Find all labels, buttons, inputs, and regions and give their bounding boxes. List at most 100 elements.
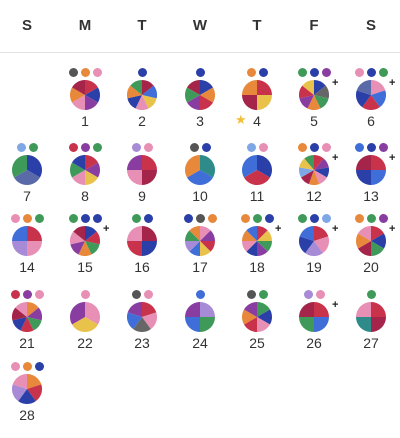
mood-dot (22, 362, 32, 371)
day-cell-28[interactable]: 28 (0, 362, 55, 428)
more-indicator: + (103, 223, 110, 235)
pie-slice (200, 95, 213, 110)
mood-dot (201, 143, 211, 152)
day-cell-10[interactable]: 10 (172, 143, 228, 209)
pie-slice (302, 80, 314, 95)
pie-slice (185, 230, 200, 241)
day-number: 1 (81, 113, 89, 129)
mood-dot (240, 214, 250, 223)
day-cell-22[interactable]: 22 (57, 290, 113, 356)
mood-pie-icon (127, 155, 157, 185)
pie-slice (12, 241, 27, 256)
day-cell-3[interactable]: 3 (172, 68, 228, 134)
day-cell-20[interactable]: +20 (343, 214, 399, 280)
mood-dot (246, 290, 256, 299)
mood-dot (68, 68, 78, 77)
day-cell-7[interactable]: 7 (0, 143, 55, 209)
mood-dot (92, 214, 102, 223)
mood-dot (143, 143, 153, 152)
pie-slice (187, 95, 200, 110)
pie-slice (200, 317, 215, 332)
pie-slice (85, 241, 100, 255)
mood-pie-icon (70, 302, 100, 332)
more-indicator: + (332, 299, 339, 311)
pie-slice (299, 167, 314, 178)
day-cell-16[interactable]: 16 (114, 214, 170, 280)
mood-dots (114, 290, 170, 300)
pie-slice (305, 241, 323, 256)
pie-slice (246, 226, 257, 241)
day-cell-17[interactable]: 17 (172, 214, 228, 280)
pie-slice (72, 317, 98, 332)
day-cell-11[interactable]: 11 (229, 143, 285, 209)
mood-dots (0, 290, 55, 300)
pie-slice (85, 162, 100, 178)
pie-slice (85, 155, 98, 170)
pie-slice (72, 80, 85, 95)
mood-dot (68, 214, 78, 223)
pie-slice (70, 241, 85, 255)
day-cell-15[interactable]: +15 (57, 214, 113, 280)
weekday-monday: M (78, 17, 92, 34)
pie-slice (85, 95, 98, 110)
mood-dots (286, 290, 342, 300)
pie-slice (185, 241, 200, 252)
mood-pie-icon (299, 302, 329, 332)
mood-dot (366, 68, 376, 77)
day-cell-27[interactable]: 27 (343, 290, 399, 356)
mood-dot (10, 290, 20, 299)
pie-slice (242, 230, 257, 241)
day-cell-8[interactable]: 8 (57, 143, 113, 209)
pie-slice (27, 226, 42, 241)
day-cell-2[interactable]: 2 (114, 68, 170, 134)
mood-dots (343, 68, 399, 78)
pie-slice (358, 226, 371, 241)
day-cell-24[interactable]: 24 (172, 290, 228, 356)
more-indicator: + (332, 152, 339, 164)
pie-slice (356, 155, 371, 170)
pie-slice (185, 155, 200, 178)
mood-dots (229, 143, 285, 153)
day-cell-1[interactable]: 1 (57, 68, 113, 134)
day-number: 4 (253, 113, 261, 129)
pie-slice (371, 155, 386, 170)
mood-dots (57, 143, 113, 153)
pie-slice (356, 90, 371, 108)
day-cell-9[interactable]: 9 (114, 143, 170, 209)
day-cell-6[interactable]: +6 (343, 68, 399, 134)
pie-slice (308, 170, 320, 185)
mood-dots (0, 362, 55, 372)
mood-pie-icon (12, 155, 42, 185)
mood-dot (321, 143, 331, 152)
day-cell-25[interactable]: 25 (229, 290, 285, 356)
mood-dots (343, 290, 399, 300)
day-number: 13 (363, 188, 379, 204)
mood-pie-icon (12, 226, 42, 256)
day-cell-18[interactable]: +18 (229, 214, 285, 280)
mood-dot (321, 68, 331, 77)
mood-dot (297, 68, 307, 77)
pie-slice (314, 167, 329, 178)
mood-dots (57, 214, 113, 224)
day-cell-13[interactable]: +13 (343, 143, 399, 209)
day-cell-26[interactable]: +26 (286, 290, 342, 356)
pie-slice (27, 317, 42, 331)
mood-dot (16, 143, 26, 152)
pie-slice (200, 87, 215, 103)
pie-slice (257, 241, 272, 252)
day-cell-4[interactable]: ★ 4 (229, 68, 285, 134)
day-cell-21[interactable]: 21 (0, 290, 55, 356)
pie-slice (127, 85, 142, 99)
day-cell-14[interactable]: 14 (0, 214, 55, 280)
pie-slice (244, 302, 257, 317)
day-cell-19[interactable]: +19 (286, 214, 342, 280)
weekday-friday: F (309, 17, 319, 34)
day-number: 28 (19, 407, 35, 423)
pie-slice (85, 170, 98, 185)
day-cell-12[interactable]: +12 (286, 143, 342, 209)
pie-slice (257, 80, 272, 95)
day-cell-23[interactable]: 23 (114, 290, 170, 356)
day-cell-5[interactable]: +5 (286, 68, 342, 134)
pie-slice (257, 302, 270, 317)
pie-slice (299, 158, 314, 170)
